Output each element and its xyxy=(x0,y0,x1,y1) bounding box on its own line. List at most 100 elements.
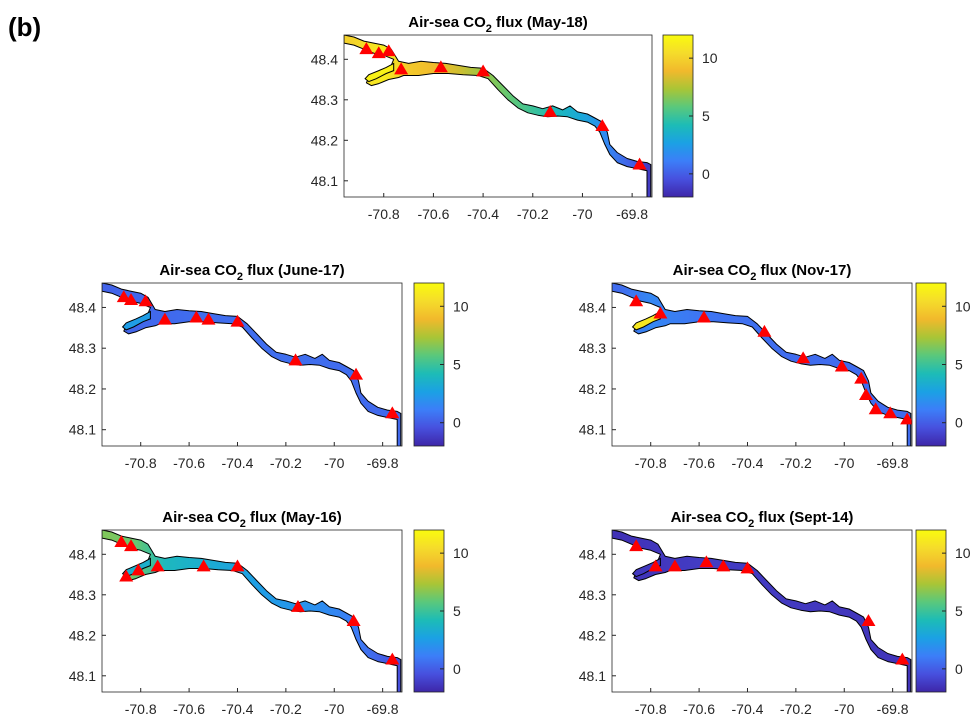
y-tick-label: 48.2 xyxy=(311,132,338,148)
fjord-flux-area xyxy=(344,35,652,197)
station-marker xyxy=(230,559,245,572)
station-marker xyxy=(230,314,245,327)
plot-area xyxy=(102,283,402,446)
station-marker xyxy=(883,406,898,419)
colorbar-tick-label: 0 xyxy=(955,661,963,677)
y-tick-label: 48.1 xyxy=(69,422,96,438)
plot-area xyxy=(612,283,912,446)
colorbar-tick-label: 0 xyxy=(702,166,710,182)
x-tick-label: -70.6 xyxy=(683,701,715,717)
plot-frame xyxy=(101,529,403,693)
station-marker xyxy=(648,559,663,572)
x-tick-label: -70.4 xyxy=(732,455,764,471)
panel-title: Air-sea CO2 flux (May-18) xyxy=(408,14,588,35)
station-marker xyxy=(189,310,204,323)
station-marker xyxy=(757,324,772,337)
plot-frame xyxy=(343,34,653,198)
x-tick-label: -70.2 xyxy=(780,701,812,717)
colorbar-tick-label: 5 xyxy=(453,603,461,619)
station-marker xyxy=(124,293,139,306)
plot-frame xyxy=(101,282,403,447)
y-tick-label: 48.3 xyxy=(69,340,96,356)
station-marker xyxy=(433,60,448,73)
x-tick-label: -69.8 xyxy=(367,701,399,717)
station-marker xyxy=(629,539,644,552)
station-marker xyxy=(667,559,682,572)
station-marker xyxy=(349,367,364,380)
map-panel-2: -70.8 -70.6 -70.4 -70.2 -70 -69.8 48.1 48.2 48.3… xyxy=(69,262,469,471)
station-marker xyxy=(381,44,396,57)
station-marker xyxy=(201,312,216,325)
x-tick-label: -70.2 xyxy=(517,206,549,222)
station-marker xyxy=(346,614,361,627)
x-tick-label: -69.8 xyxy=(877,455,909,471)
x-tick-label: -70.8 xyxy=(125,701,157,717)
station-marker xyxy=(796,351,811,364)
y-tick-label: 48.4 xyxy=(69,299,96,315)
colorbar xyxy=(915,529,947,693)
x-tick-label: -70 xyxy=(834,455,854,471)
station-marker xyxy=(476,64,491,77)
y-tick-label: 48.4 xyxy=(579,299,606,315)
panel-title: Air-sea CO2 flux (May-16) xyxy=(162,509,342,530)
colorbar-tick-label: 5 xyxy=(955,357,963,373)
x-tick-label: -70.6 xyxy=(417,206,449,222)
bay-flux-area xyxy=(631,557,661,578)
x-tick-label: -70.6 xyxy=(683,455,715,471)
map-panel-1: -70.8 -70.6 -70.4 -70.2 -70 -69.8 48.1 48.2 48.3… xyxy=(311,14,718,222)
y-tick-label: 48.3 xyxy=(579,340,606,356)
y-tick-label: 48.1 xyxy=(311,173,338,189)
station-marker xyxy=(854,371,869,384)
colorbar-tick-label: 0 xyxy=(453,661,461,677)
station-marker xyxy=(131,563,146,576)
x-tick-label: -70.4 xyxy=(222,455,254,471)
station-marker xyxy=(895,652,910,665)
y-tick-label: 48.2 xyxy=(69,381,96,397)
x-tick-label: -70.8 xyxy=(368,206,400,222)
colorbar xyxy=(915,282,947,447)
y-tick-label: 48.3 xyxy=(311,92,338,108)
colorbar-tick-label: 10 xyxy=(453,298,469,314)
station-marker xyxy=(385,652,400,665)
y-tick-label: 48.1 xyxy=(579,422,606,438)
plot-frame xyxy=(611,282,913,447)
station-marker xyxy=(290,599,305,612)
panel-label: (b) xyxy=(8,12,41,42)
x-tick-label: -70 xyxy=(324,455,344,471)
plot-area xyxy=(102,530,402,692)
station-marker xyxy=(632,157,647,170)
x-tick-label: -70.4 xyxy=(732,701,764,717)
station-marker xyxy=(394,62,409,75)
station-marker xyxy=(716,559,731,572)
panel-title: Air-sea CO2 flux (June-17) xyxy=(159,262,344,283)
colorbar xyxy=(413,529,445,693)
x-tick-label: -70.2 xyxy=(270,455,302,471)
station-marker xyxy=(385,406,400,419)
station-marker xyxy=(359,42,374,55)
station-marker xyxy=(138,294,153,307)
colorbar xyxy=(662,34,694,198)
panel-title: Air-sea CO2 flux (Nov-17) xyxy=(673,262,852,283)
colorbar xyxy=(413,282,445,447)
x-tick-label: -70.4 xyxy=(467,206,499,222)
colorbar-tick-label: 10 xyxy=(955,298,971,314)
x-tick-label: -69.8 xyxy=(616,206,648,222)
station-marker xyxy=(629,294,644,307)
plot-area xyxy=(612,530,912,692)
station-marker xyxy=(699,555,714,568)
x-tick-label: -70 xyxy=(572,206,592,222)
panel-title: Air-sea CO2 flux (Sept-14) xyxy=(671,509,854,530)
map-panel-4: -70.8 -70.6 -70.4 -70.2 -70 -69.8 48.1 48.2 48.3… xyxy=(69,509,469,717)
bay-flux-area xyxy=(121,310,151,331)
station-marker xyxy=(868,402,883,415)
map-panel-3: -70.8 -70.6 -70.4 -70.2 -70 -69.8 48.1 48.2 48.3… xyxy=(579,262,971,471)
x-tick-label: -70.8 xyxy=(635,455,667,471)
station-marker xyxy=(696,310,711,323)
x-tick-label: -70.6 xyxy=(173,701,205,717)
y-tick-label: 48.2 xyxy=(69,627,96,643)
station-marker xyxy=(740,561,755,574)
y-tick-label: 48.1 xyxy=(69,668,96,684)
colorbar-tick-label: 10 xyxy=(453,545,469,561)
bay-flux-area xyxy=(364,62,395,83)
